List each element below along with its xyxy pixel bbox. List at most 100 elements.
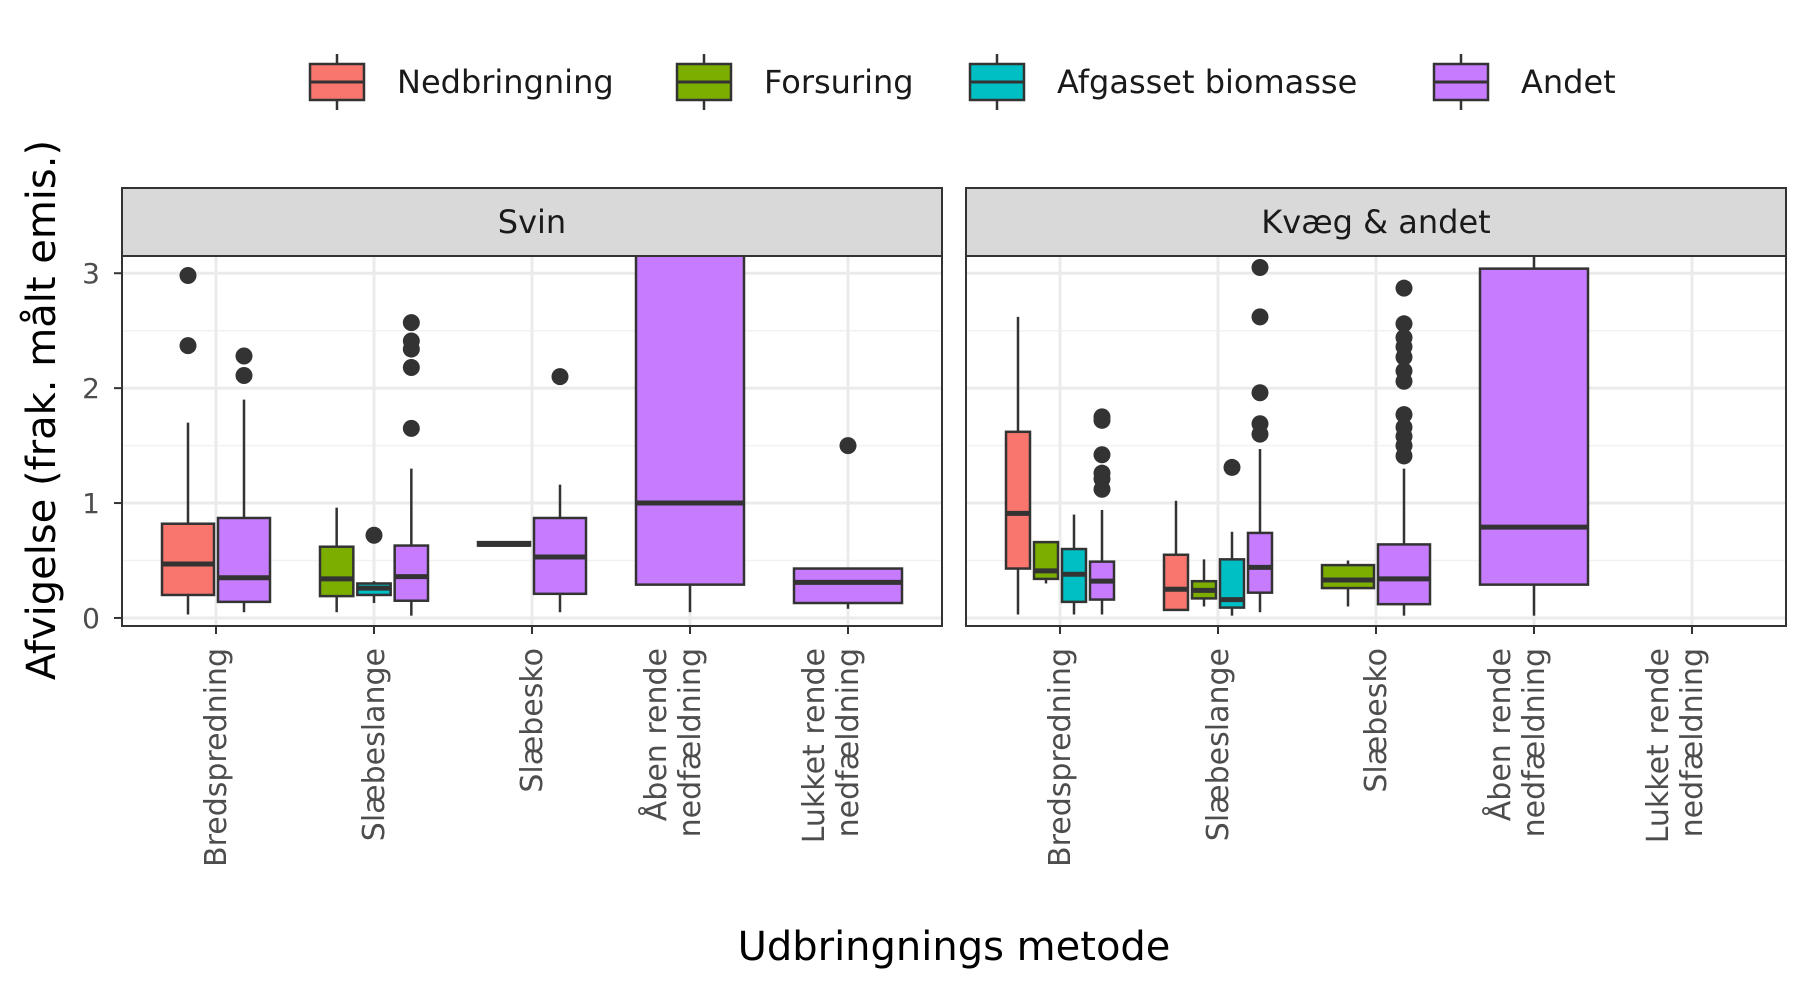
box (1218, 458, 1246, 616)
x-tick-label-line: Lukket rende (797, 648, 832, 843)
box-iqr (792, 567, 904, 605)
x-tick-label-line: nedfældning (831, 648, 866, 837)
box-iqr (634, 256, 746, 586)
x-tick-label: Slæbeslange (357, 648, 392, 841)
x-tick-label: Åben rendenedfældning (1482, 648, 1552, 837)
legend: Nedbringning Forsuring Afgasset biomasse An… (308, 54, 1616, 110)
box (792, 437, 904, 609)
strip-svin (121, 187, 943, 257)
box-iqr (216, 516, 272, 604)
x-tick-label-line: nedfældning (1517, 648, 1552, 837)
boxes-svin (160, 256, 904, 616)
outlier-point (1223, 458, 1241, 476)
x-tick-label-line: Åben rende (1482, 648, 1518, 821)
box (393, 314, 430, 616)
x-tick-label-line: Åben rende (638, 648, 674, 821)
outlier-point (1251, 308, 1269, 326)
box-iqr (1032, 540, 1060, 581)
outlier-point (1093, 464, 1111, 482)
strip-title-kvaeg-andet: Kvæg & andet (1261, 203, 1490, 241)
outlier-point (1395, 406, 1413, 424)
y-tick-label: 2 (82, 372, 100, 405)
box (476, 540, 532, 547)
x-axis-title: Udbringnings metode (738, 924, 1171, 970)
legend-label: Nedbringning (397, 63, 614, 101)
outlier-point (402, 358, 420, 376)
panel-kvaeg-andet: Kvæg & andet (965, 187, 1787, 627)
outlier-point (1395, 329, 1413, 347)
legend-item: Nedbringning (308, 54, 614, 110)
outlier-point (839, 437, 857, 455)
box-iqr (1478, 267, 1590, 586)
outlier-point (1093, 446, 1111, 464)
box (318, 507, 355, 613)
x-tick-label-line: nedfældning (1675, 648, 1710, 837)
panel-svin: Svin (121, 187, 943, 627)
x-tick-label: Åben rendenedfældning (638, 648, 708, 837)
outlier-point (1395, 315, 1413, 333)
outlier-point (402, 332, 420, 350)
outlier-point (235, 367, 253, 385)
outlier-point (1395, 418, 1413, 436)
outlier-point (1251, 258, 1269, 276)
box (1320, 560, 1376, 607)
box-iqr (318, 545, 355, 598)
box-iqr (1376, 543, 1432, 606)
x-tick-label: Bredspredning (1043, 648, 1078, 867)
box (1088, 408, 1116, 615)
x-tick-label-line: nedfældning (673, 648, 708, 837)
box (356, 526, 392, 604)
x-tick-label-line: Lukket rende (1641, 648, 1676, 843)
x-tick-label-line: Bredspredning (1043, 648, 1078, 867)
x-tick-label: Slæbeslange (1201, 648, 1236, 841)
box (532, 368, 588, 613)
outlier-point (402, 419, 420, 437)
strip-title-svin: Svin (498, 203, 566, 241)
box-iqr (1320, 563, 1376, 590)
legend-item: Afgasset biomasse (968, 54, 1357, 110)
outlier-point (179, 267, 197, 285)
x-tick-label: Bredspredning (199, 648, 234, 867)
box (216, 347, 272, 613)
outlier-point (1251, 384, 1269, 402)
box (160, 267, 216, 615)
outlier-point (1251, 415, 1269, 433)
outlier-point (1093, 408, 1111, 426)
boxes-kvaeg-andet (1004, 256, 1590, 616)
x-tick-label-line: Slæbesko (515, 648, 550, 793)
outlier-point (235, 347, 253, 365)
gridlines-svin (122, 256, 942, 626)
box-iqr (1162, 553, 1190, 612)
x-axis: Bredspredning Slæbeslange Slæbesko Åben ren… (199, 626, 1710, 867)
x-tick-label-line: Slæbeslange (357, 648, 392, 841)
legend-item: Forsuring (675, 54, 914, 110)
box-layer (1004, 256, 1590, 616)
outlier-point (402, 314, 420, 332)
box (1162, 500, 1190, 612)
box-iqr (160, 522, 216, 597)
box-iqr (393, 544, 430, 602)
box (1032, 540, 1060, 584)
legend-item: Andet (1432, 54, 1616, 110)
box-iqr (1004, 430, 1032, 570)
box (634, 256, 746, 613)
y-axis: 0 1 2 3 (82, 257, 122, 635)
y-axis-title: Afvigelse (frak. målt emis.) (19, 140, 65, 680)
legend-label: Afgasset biomasse (1057, 63, 1357, 101)
box (1060, 514, 1088, 615)
legend-label: Forsuring (764, 63, 914, 101)
box (1246, 258, 1274, 613)
x-tick-label: Slæbesko (1359, 648, 1394, 793)
outlier-point (365, 526, 383, 544)
box-layer (160, 256, 904, 616)
box (1478, 256, 1590, 616)
strip-kvaeg-andet (965, 187, 1787, 257)
outlier-point (179, 337, 197, 355)
outlier-point (1395, 279, 1413, 297)
y-tick-label: 3 (82, 257, 100, 290)
x-tick-label: Lukket rendenedfældning (1641, 648, 1710, 843)
outlier-point (551, 368, 569, 386)
x-tick-label: Lukket rendenedfældning (797, 648, 866, 843)
box (1004, 316, 1032, 615)
